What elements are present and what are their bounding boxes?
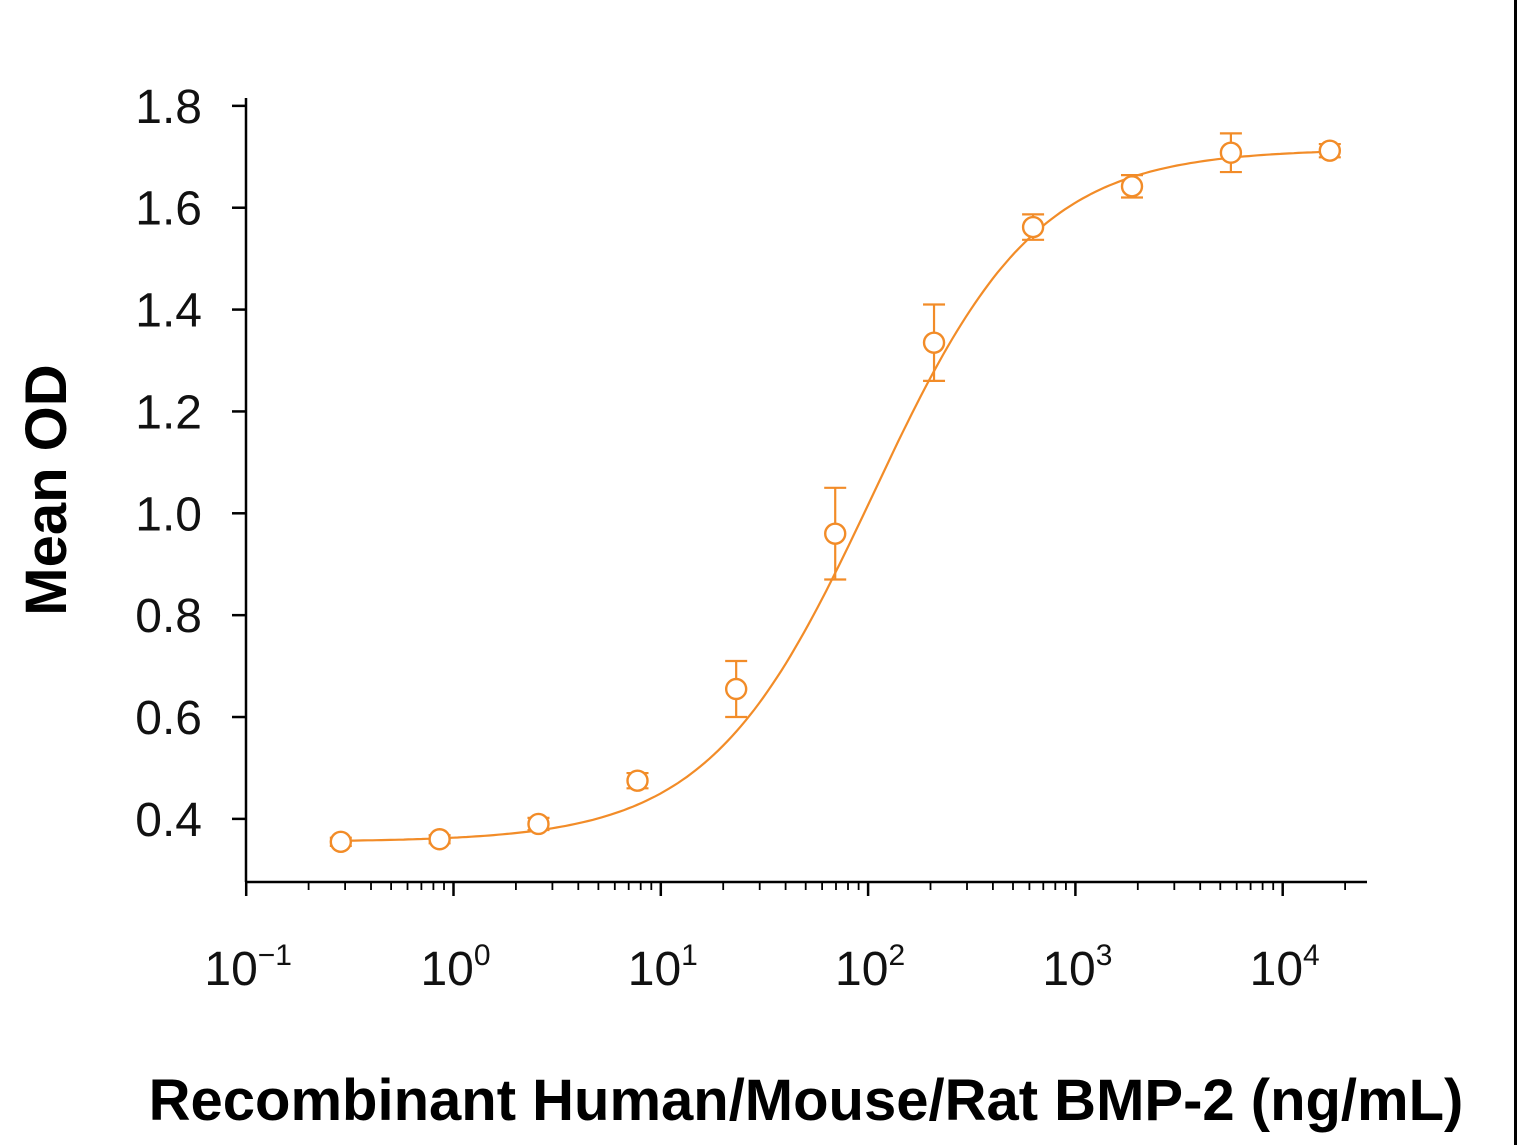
x-tick-label: 10−1 — [204, 939, 292, 996]
x-ticks: 10−1 100 101 102 103 104 — [204, 882, 1347, 996]
y-tick-label: 1.2 — [135, 386, 202, 439]
x-tick-base: 10 — [1042, 943, 1095, 996]
x-tick-label: 102 — [835, 939, 905, 996]
page-edge — [1514, 0, 1517, 1145]
point-marker — [329, 830, 353, 853]
y-tick-label: 0.6 — [135, 692, 202, 745]
point-marker — [527, 812, 550, 836]
x-tick-label: 103 — [1042, 939, 1112, 996]
data-point — [329, 830, 353, 853]
x-tick-label: 101 — [628, 939, 698, 996]
x-tick-base: 10 — [420, 943, 473, 996]
data-point — [1021, 213, 1045, 241]
y-ticks: 1.8 1.6 1.4 1.2 1.0 0.8 0.6 0.4 — [135, 81, 246, 847]
y-axis-title: Mean OD — [14, 364, 79, 615]
data-point — [922, 303, 946, 382]
x-axis-title: Recombinant Human/Mouse/Rat BMP-2 (ng/mL… — [149, 1068, 1464, 1133]
point-marker — [724, 677, 748, 701]
point-marker — [922, 331, 946, 354]
y-tick-label: 1.4 — [135, 285, 202, 338]
x-tick-base: 10 — [628, 943, 681, 996]
data-point — [428, 828, 451, 851]
point-marker — [1318, 139, 1342, 162]
x-tick-base: 10 — [1250, 943, 1303, 996]
y-tick-label: 1.8 — [135, 81, 202, 134]
data-point — [626, 769, 649, 792]
x-tick-exponent: 3 — [1096, 939, 1113, 972]
point-marker — [824, 522, 847, 545]
point-marker — [1021, 215, 1045, 239]
axes — [244, 98, 1367, 884]
y-tick-label: 1.6 — [135, 183, 202, 236]
point-marker — [1219, 141, 1243, 164]
x-tick-label: 104 — [1250, 939, 1320, 996]
x-tick-exponent: 2 — [888, 939, 905, 972]
x-tick-exponent: 0 — [474, 939, 491, 972]
data-point — [1219, 132, 1243, 174]
y-tick-label: 1.0 — [135, 488, 202, 541]
data-point — [824, 486, 847, 581]
data-point — [527, 812, 550, 836]
point-marker — [428, 828, 451, 851]
x-tick-exponent: 4 — [1303, 939, 1320, 972]
y-tick-label: 0.8 — [135, 590, 202, 643]
x-tick-label: 100 — [420, 939, 490, 996]
data-point — [724, 659, 748, 719]
point-marker — [1120, 175, 1144, 198]
x-tick-exponent: −1 — [258, 939, 292, 972]
x-tick-base: 10 — [204, 943, 257, 996]
data-point — [1120, 174, 1144, 199]
y-tick-label: 0.4 — [135, 794, 202, 847]
point-marker — [626, 769, 649, 792]
data-point — [1318, 139, 1342, 162]
x-tick-exponent: 1 — [681, 939, 698, 972]
x-tick-base: 10 — [835, 943, 888, 996]
data-points — [329, 132, 1342, 853]
